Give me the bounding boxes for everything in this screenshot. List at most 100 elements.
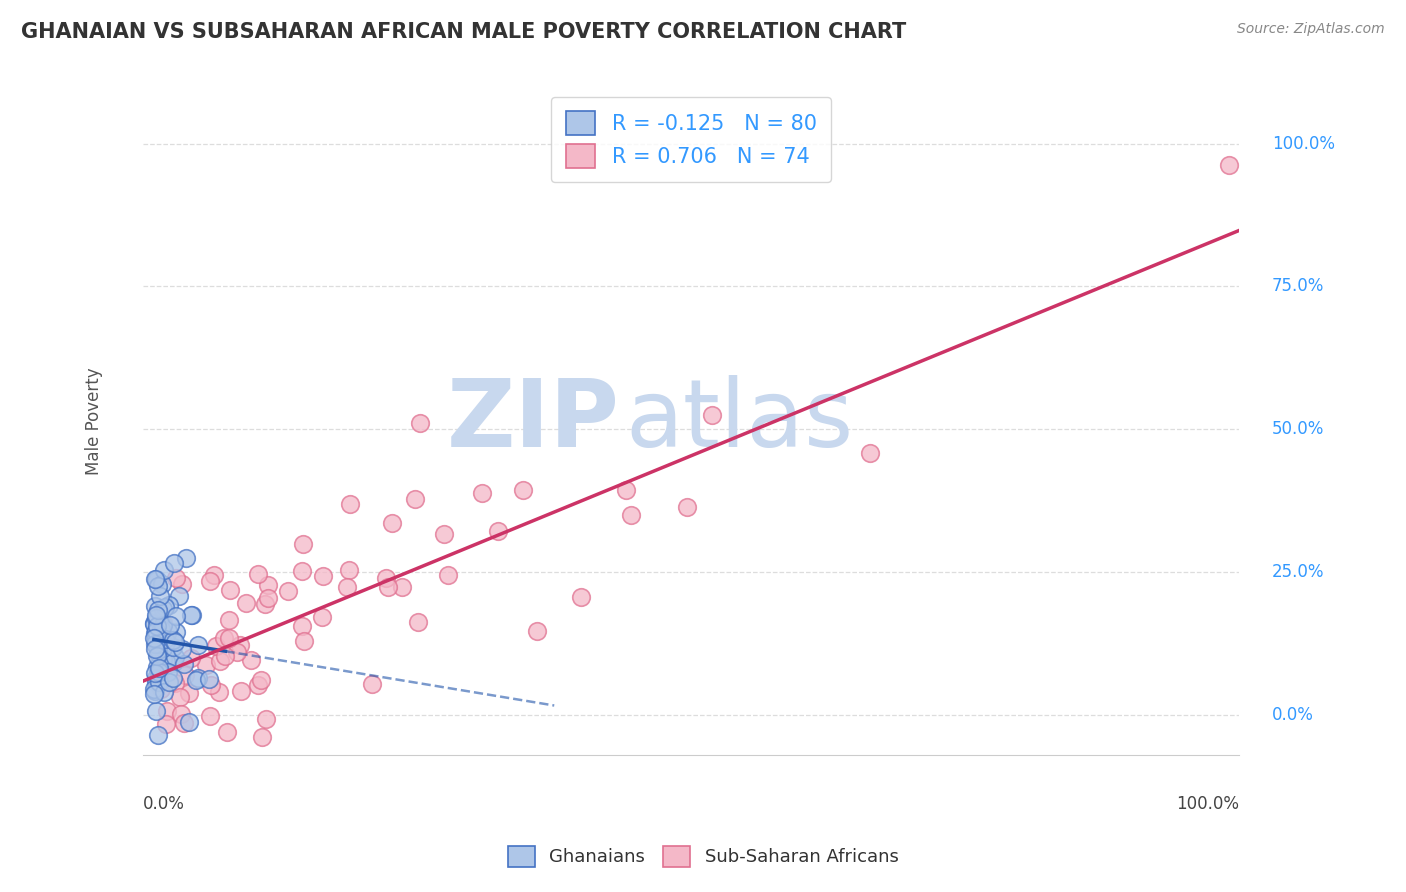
Point bbox=[194, 657, 217, 672]
Point bbox=[512, 483, 534, 497]
Point bbox=[169, 690, 191, 705]
Point bbox=[145, 660, 167, 674]
Point bbox=[859, 446, 882, 460]
Point bbox=[165, 608, 187, 623]
Point bbox=[143, 615, 166, 630]
Text: Male Poverty: Male Poverty bbox=[84, 367, 103, 475]
Point bbox=[145, 704, 167, 718]
Point bbox=[408, 416, 430, 430]
Point bbox=[146, 603, 169, 617]
Point bbox=[254, 712, 277, 726]
Point bbox=[173, 715, 195, 730]
Point bbox=[336, 580, 359, 594]
Point bbox=[145, 611, 167, 625]
Point bbox=[146, 574, 169, 588]
Point bbox=[290, 619, 312, 633]
Point bbox=[1218, 158, 1240, 172]
Point bbox=[166, 571, 188, 585]
Point bbox=[152, 602, 174, 616]
Point bbox=[163, 649, 186, 664]
Point bbox=[155, 632, 177, 646]
Point bbox=[526, 624, 548, 638]
Point bbox=[292, 634, 315, 648]
Point bbox=[292, 536, 315, 550]
Point bbox=[219, 583, 242, 598]
Point bbox=[146, 579, 169, 593]
Point bbox=[253, 597, 276, 611]
Point bbox=[159, 618, 181, 632]
Point bbox=[471, 486, 494, 500]
Point bbox=[152, 651, 174, 665]
Point bbox=[153, 638, 176, 652]
Point bbox=[148, 665, 170, 680]
Point bbox=[250, 673, 273, 688]
Point bbox=[143, 572, 166, 586]
Point bbox=[229, 684, 252, 698]
Point bbox=[202, 567, 225, 582]
Point bbox=[155, 640, 177, 655]
Point bbox=[156, 704, 179, 718]
Point bbox=[177, 686, 200, 700]
Point bbox=[200, 677, 222, 691]
Point bbox=[148, 642, 170, 657]
Point bbox=[339, 497, 361, 511]
Point bbox=[155, 716, 177, 731]
Point bbox=[311, 569, 333, 583]
Point bbox=[250, 730, 273, 744]
Point bbox=[150, 629, 173, 643]
Point bbox=[162, 633, 184, 648]
Point bbox=[229, 638, 252, 652]
Point bbox=[142, 687, 165, 701]
Point bbox=[675, 500, 697, 514]
Point bbox=[172, 641, 194, 656]
Point bbox=[200, 709, 222, 723]
Point bbox=[569, 590, 592, 604]
Point bbox=[257, 578, 280, 592]
Point bbox=[145, 608, 167, 623]
Point bbox=[277, 584, 299, 599]
Point bbox=[404, 492, 426, 507]
Point bbox=[187, 671, 209, 685]
Point bbox=[143, 684, 166, 698]
Point bbox=[291, 565, 314, 579]
Text: 0.0%: 0.0% bbox=[143, 796, 186, 814]
Point bbox=[257, 591, 280, 606]
Point bbox=[165, 635, 187, 649]
Point bbox=[157, 675, 180, 690]
Point bbox=[179, 714, 201, 729]
Point bbox=[148, 674, 170, 689]
Text: 50.0%: 50.0% bbox=[1272, 420, 1324, 439]
Point bbox=[218, 613, 240, 627]
Point bbox=[145, 648, 167, 663]
Point bbox=[433, 527, 456, 541]
Text: 100.0%: 100.0% bbox=[1272, 135, 1334, 153]
Point bbox=[181, 608, 204, 623]
Point bbox=[149, 618, 172, 632]
Point bbox=[437, 568, 460, 582]
Point bbox=[381, 516, 404, 530]
Text: 25.0%: 25.0% bbox=[1272, 564, 1324, 582]
Point bbox=[155, 654, 177, 668]
Point bbox=[145, 619, 167, 633]
Point bbox=[145, 630, 167, 644]
Point bbox=[614, 483, 637, 497]
Point bbox=[218, 631, 240, 645]
Point bbox=[143, 666, 166, 681]
Point bbox=[391, 580, 413, 594]
Point bbox=[406, 615, 429, 629]
Point bbox=[143, 637, 166, 651]
Point bbox=[162, 671, 184, 685]
Point bbox=[149, 619, 172, 633]
Point bbox=[148, 728, 170, 742]
Point bbox=[361, 677, 384, 691]
Point bbox=[159, 654, 181, 668]
Point bbox=[148, 637, 170, 651]
Point bbox=[172, 576, 194, 591]
Point bbox=[148, 646, 170, 660]
Point bbox=[620, 508, 643, 522]
Point bbox=[152, 645, 174, 659]
Point bbox=[156, 665, 179, 679]
Point bbox=[152, 615, 174, 630]
Point bbox=[187, 638, 209, 652]
Point bbox=[155, 637, 177, 651]
